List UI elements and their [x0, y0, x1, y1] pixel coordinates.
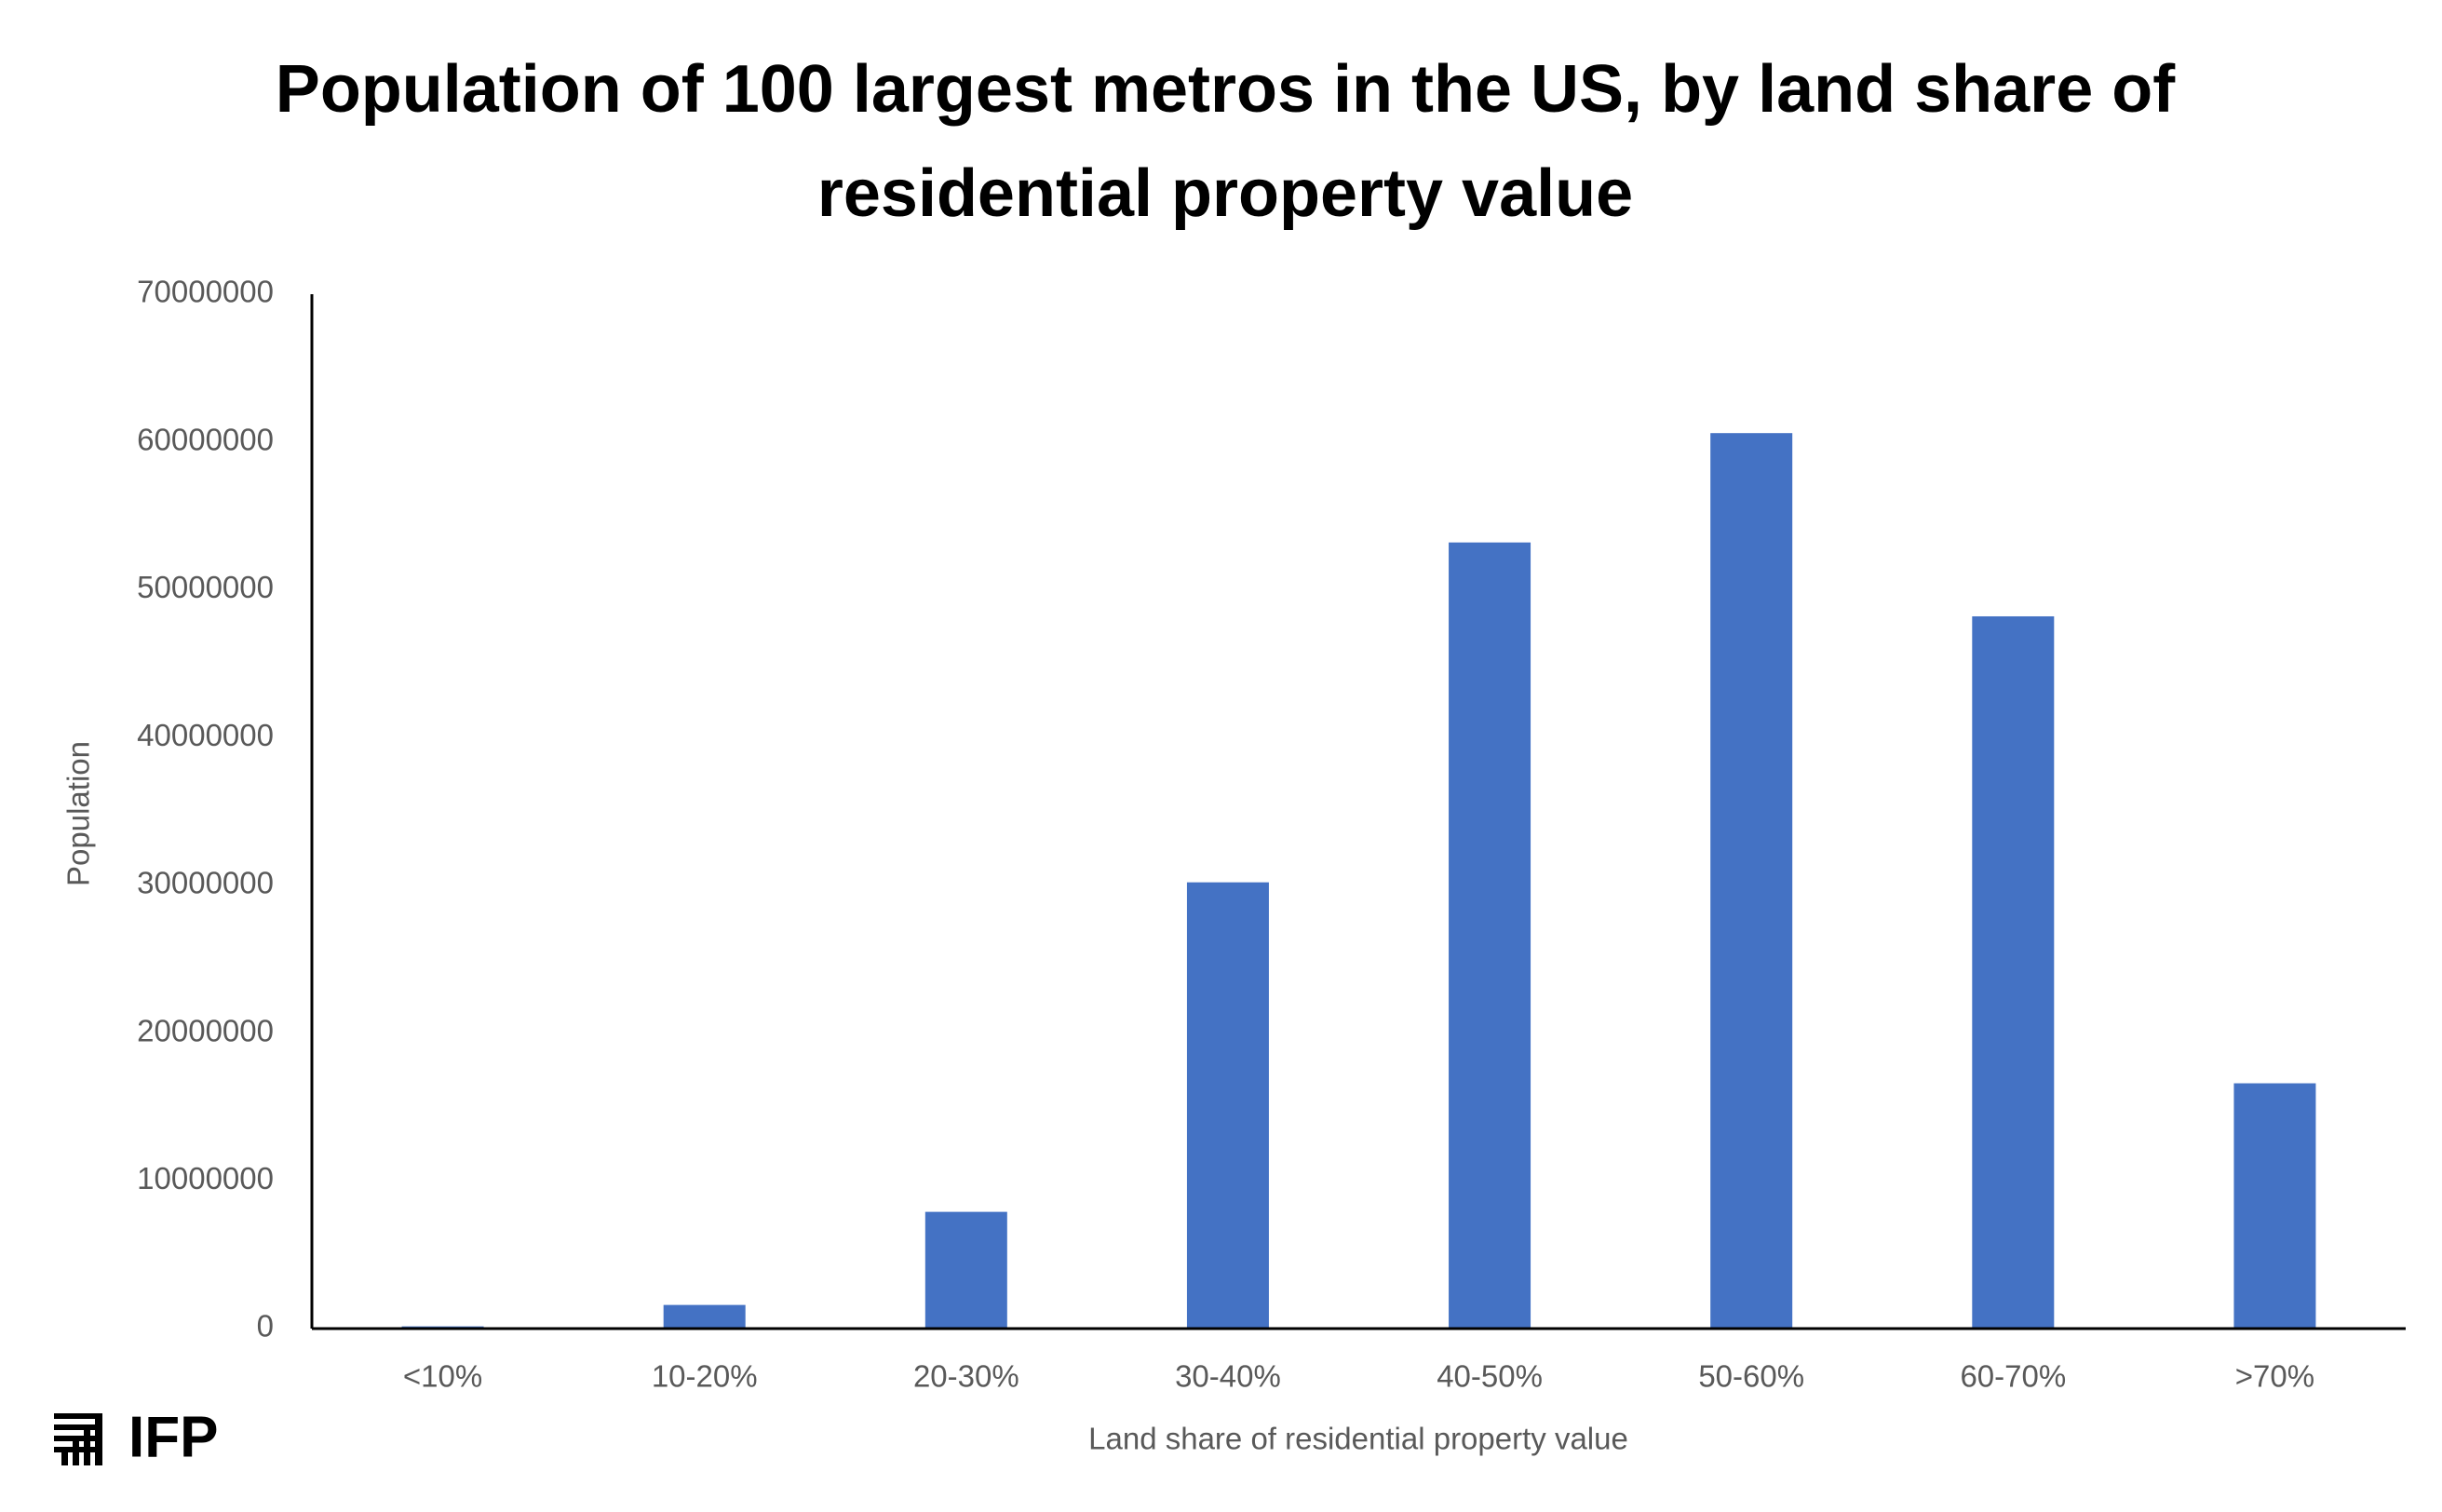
chart-title: Population of 100 largest metros in the …	[275, 52, 2176, 231]
y-axis-title: Population	[61, 741, 96, 886]
y-tick-label: 20000000	[137, 1013, 274, 1047]
x-tick-label: 40-50%	[1437, 1359, 1543, 1394]
bar	[663, 1304, 746, 1329]
y-tick-label: 50000000	[137, 570, 274, 604]
x-tick-label: 20-30%	[913, 1359, 1019, 1394]
y-tick-label: 30000000	[137, 866, 274, 900]
bar	[924, 1211, 1007, 1329]
bar	[1449, 542, 1531, 1329]
y-tick-label: 40000000	[137, 718, 274, 752]
bar	[2233, 1083, 2316, 1329]
bar	[1710, 433, 1793, 1330]
bar	[1186, 882, 1269, 1329]
y-tick-label: 10000000	[137, 1161, 274, 1195]
x-tick-label: >70%	[2235, 1359, 2314, 1394]
logo-icon	[54, 1413, 102, 1465]
y-tick-label: 0	[257, 1309, 274, 1343]
x-tick-label: <10%	[403, 1359, 482, 1394]
x-tick-label: 10-20%	[652, 1359, 758, 1394]
x-tick-label: 50-60%	[1698, 1359, 1804, 1394]
y-tick-label: 70000000	[137, 275, 274, 309]
logo: IFP	[128, 1405, 218, 1469]
x-axis-title: Land share of residential property value	[1088, 1422, 1628, 1456]
y-tick-label: 60000000	[137, 422, 274, 456]
x-tick-label: 30-40%	[1175, 1359, 1281, 1394]
bar	[1972, 615, 2055, 1329]
x-tick-label: 60-70%	[1960, 1359, 2066, 1394]
